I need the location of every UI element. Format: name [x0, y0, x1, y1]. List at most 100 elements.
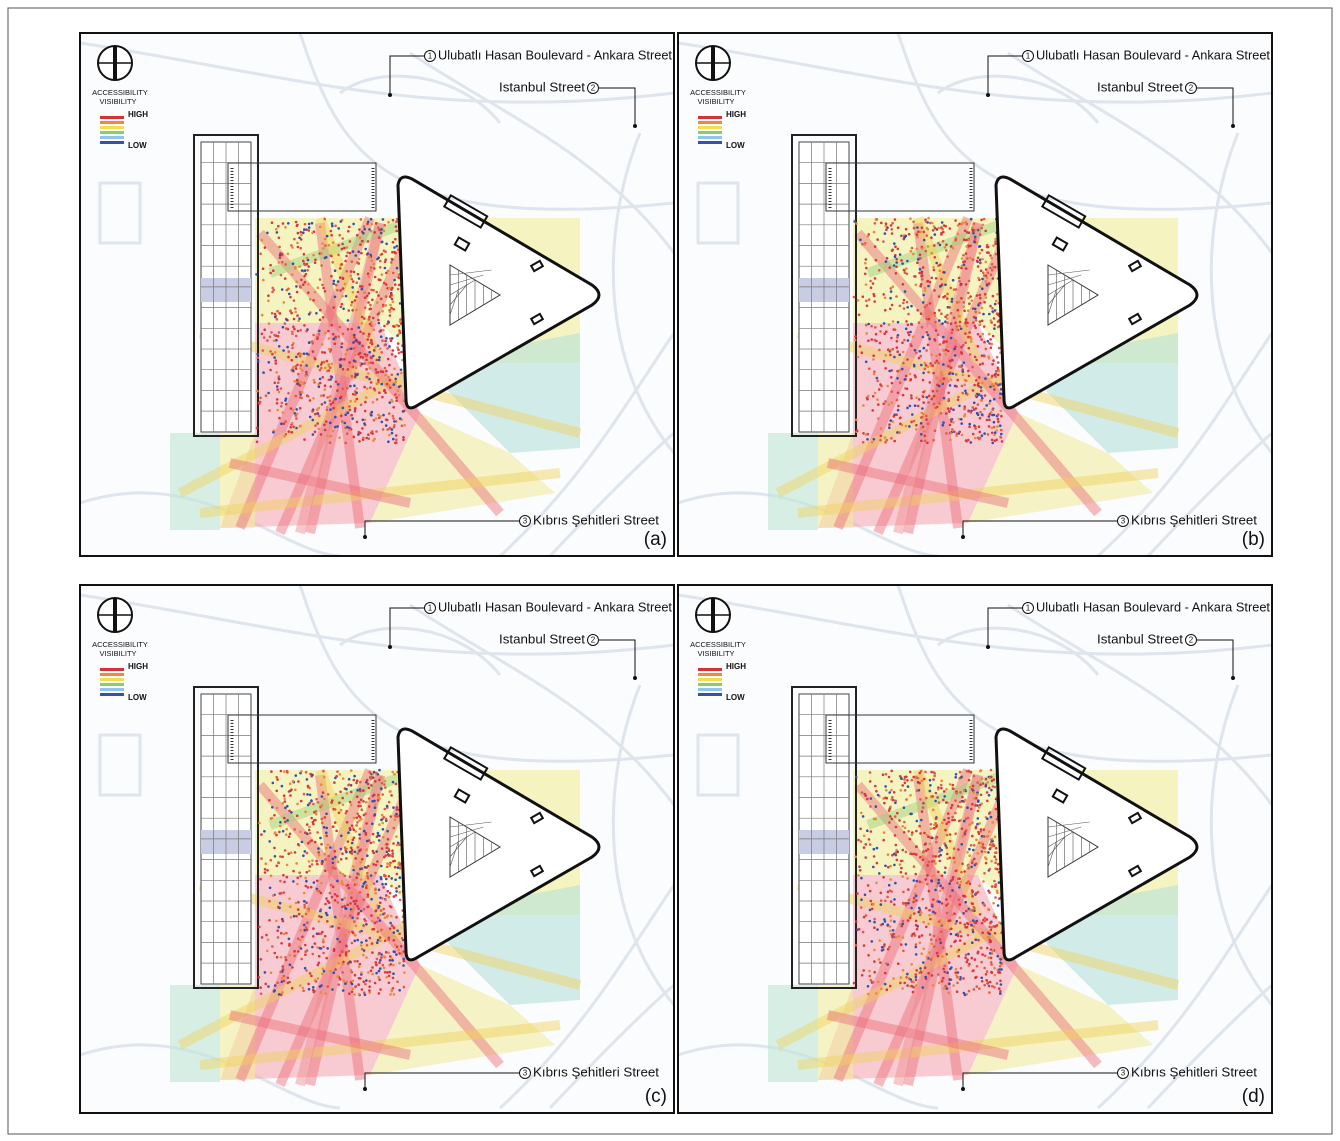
street-name: Kıbrıs Şehitleri Street [1131, 512, 1257, 527]
pedestrian-dot [368, 805, 371, 808]
pedestrian-dot [343, 979, 346, 982]
pedestrian-dot [988, 787, 991, 790]
pedestrian-dot [869, 920, 872, 923]
pedestrian-dot [893, 864, 896, 867]
pedestrian-dot [944, 867, 947, 870]
pedestrian-dot [271, 806, 274, 809]
pedestrian-dot [925, 250, 928, 253]
pedestrian-dot [338, 234, 341, 237]
pedestrian-dot [993, 324, 996, 327]
pedestrian-dot [331, 925, 334, 928]
pedestrian-dot [929, 779, 932, 782]
pedestrian-dot [916, 248, 919, 251]
pedestrian-dot [887, 866, 890, 869]
pedestrian-dot [925, 415, 928, 418]
pedestrian-dot [970, 866, 973, 869]
pedestrian-dot [357, 846, 360, 849]
legend-title: VISIBILITY [697, 649, 734, 658]
pedestrian-dot [390, 906, 393, 909]
pedestrian-dot [337, 975, 340, 978]
pedestrian-dot [374, 346, 377, 349]
pedestrian-dot [359, 861, 362, 864]
pedestrian-dot [900, 867, 903, 870]
pedestrian-dot [981, 287, 984, 290]
pedestrian-dot [876, 847, 879, 850]
pedestrian-dot [939, 942, 942, 945]
pedestrian-dot [361, 363, 364, 366]
pedestrian-dot [347, 831, 350, 834]
pedestrian-dot [955, 934, 958, 937]
pedestrian-dot [351, 983, 354, 986]
pedestrian-dot [982, 828, 985, 831]
pedestrian-dot [906, 973, 909, 976]
pedestrian-dot [937, 362, 940, 365]
pedestrian-dot [339, 326, 342, 329]
pedestrian-dot [324, 816, 327, 819]
pedestrian-dot [390, 288, 393, 291]
pedestrian-dot [300, 231, 303, 234]
pedestrian-dot [298, 237, 301, 240]
pedestrian-dot [874, 222, 877, 225]
pedestrian-dot [384, 971, 387, 974]
pedestrian-dot [370, 970, 373, 973]
pedestrian-dot [997, 374, 1000, 377]
pedestrian-dot [871, 441, 874, 444]
pedestrian-dot [299, 407, 302, 410]
pedestrian-dot [392, 977, 395, 980]
pedestrian-dot [964, 832, 967, 835]
pedestrian-dot [372, 401, 375, 404]
pedestrian-dot [979, 417, 982, 420]
pedestrian-dot [956, 379, 959, 382]
pedestrian-dot [374, 780, 377, 783]
pedestrian-dot [299, 425, 302, 428]
pedestrian-dot [295, 367, 298, 370]
legend-swatch [698, 683, 722, 686]
pedestrian-dot [953, 861, 956, 864]
pedestrian-dot [294, 307, 297, 310]
pedestrian-dot [987, 890, 990, 893]
pedestrian-dot [858, 865, 861, 868]
pedestrian-dot [395, 220, 398, 223]
pedestrian-dot [969, 257, 972, 260]
pedestrian-dot [916, 261, 919, 264]
pedestrian-dot [397, 866, 400, 869]
pedestrian-dot [330, 234, 333, 237]
pedestrian-dot [939, 854, 942, 857]
pedestrian-dot [898, 935, 901, 938]
pedestrian-dot [281, 785, 284, 788]
pedestrian-dot [875, 882, 878, 885]
pedestrian-dot [971, 903, 974, 906]
pedestrian-dot [312, 299, 315, 302]
pedestrian-dot [362, 419, 365, 422]
pedestrian-dot [885, 229, 888, 232]
pedestrian-dot [891, 854, 894, 857]
pedestrian-dot [324, 858, 327, 861]
pedestrian-dot [920, 819, 923, 822]
pedestrian-dot [991, 439, 994, 442]
pedestrian-dot [895, 266, 898, 269]
pedestrian-dot [381, 339, 384, 342]
pedestrian-dot [903, 982, 906, 985]
pedestrian-dot [392, 842, 395, 845]
pedestrian-dot [943, 397, 946, 400]
pedestrian-dot [306, 823, 309, 826]
pedestrian-dot [324, 290, 327, 293]
pedestrian-dot [263, 328, 266, 331]
pedestrian-dot [285, 403, 288, 406]
legend-swatch [100, 116, 124, 119]
pedestrian-dot [314, 358, 317, 361]
pedestrian-dot [356, 905, 359, 908]
pedestrian-dot [895, 413, 898, 416]
pedestrian-dot [360, 818, 363, 821]
pedestrian-dot [291, 344, 294, 347]
pedestrian-dot [966, 257, 969, 260]
pedestrian-dot [391, 959, 394, 962]
pedestrian-dot [953, 847, 956, 850]
pedestrian-dot [986, 246, 989, 249]
pedestrian-dot [919, 350, 922, 353]
pedestrian-dot [914, 404, 917, 407]
pedestrian-dot [359, 781, 362, 784]
pedestrian-dot [350, 892, 353, 895]
pedestrian-dot [934, 862, 937, 865]
pedestrian-dot [359, 891, 362, 894]
